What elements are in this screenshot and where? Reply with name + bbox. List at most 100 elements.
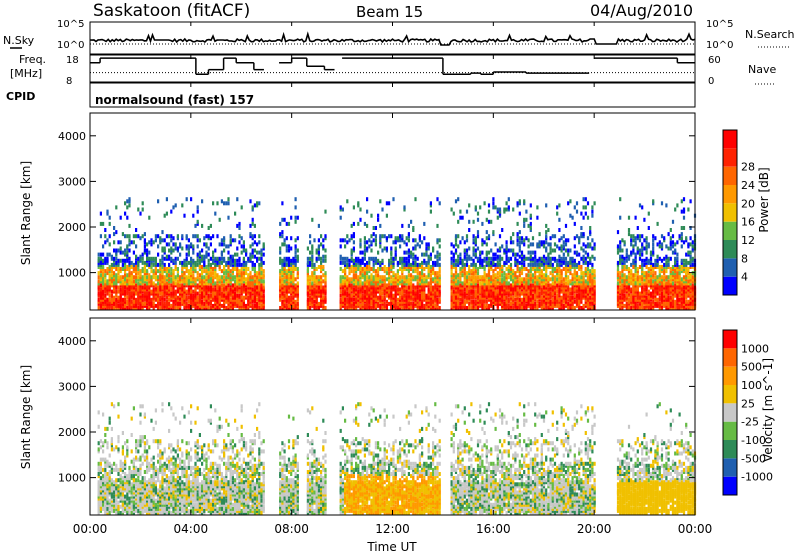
range-cell (366, 240, 368, 244)
range-cell (459, 240, 461, 244)
range-cell (554, 286, 556, 290)
range-cell (412, 290, 414, 294)
range-cell (375, 242, 377, 246)
range-cell (166, 296, 168, 300)
range-cell (392, 197, 394, 201)
range-cell (225, 244, 227, 248)
range-cell (379, 199, 381, 203)
range-cell (468, 247, 470, 251)
range-cell (208, 259, 210, 263)
range-cell (258, 240, 260, 244)
range-cell (462, 236, 464, 240)
range-cell (109, 222, 111, 226)
range-cell (639, 249, 641, 253)
range-cell (379, 261, 381, 265)
range-cell (624, 261, 626, 265)
range-cell (197, 263, 199, 267)
range-cell (580, 306, 582, 310)
range-cell (477, 234, 479, 238)
range-cell (545, 261, 547, 265)
range-cell (624, 240, 626, 244)
range-cell (290, 267, 292, 271)
range-cell (379, 304, 381, 308)
range-cell (309, 275, 311, 279)
range-cell (109, 273, 111, 277)
range-cell (260, 257, 262, 261)
range-cell (153, 288, 155, 292)
range-cell (98, 253, 100, 257)
range-cell (197, 259, 199, 263)
range-cell (397, 298, 399, 302)
range-cell (464, 240, 466, 244)
range-cell (517, 222, 519, 226)
range-cell (619, 275, 621, 279)
range-cell (194, 224, 196, 228)
range-cell (414, 255, 416, 259)
range-cell (517, 259, 519, 263)
range-cell (340, 298, 342, 302)
range-cell (256, 302, 258, 306)
range-cell (232, 255, 234, 259)
range-cell (146, 292, 148, 296)
nsky-line (90, 34, 695, 45)
range-cell (585, 197, 587, 201)
range-cell (153, 281, 155, 285)
range-cell (589, 296, 591, 300)
range-cell (517, 265, 519, 269)
range-cell (417, 242, 419, 246)
range-cell (172, 249, 174, 253)
range-cell (635, 216, 637, 220)
range-cell (146, 242, 148, 246)
range-cell (175, 275, 177, 279)
range-cell (232, 275, 234, 279)
range-cell (279, 222, 281, 226)
range-cell (506, 208, 508, 212)
range-cell (311, 255, 313, 259)
range-cell (436, 255, 438, 259)
range-cell (386, 236, 388, 240)
range-cell (256, 257, 258, 261)
noise-series (90, 34, 695, 45)
range-cell (133, 275, 135, 279)
range-cell (628, 306, 630, 310)
range-cell (238, 300, 240, 304)
range-cell (525, 236, 527, 240)
range-cell (519, 255, 521, 259)
range-cell (353, 247, 355, 251)
range-cell (475, 236, 477, 240)
range-cell (124, 253, 126, 257)
range-cell (357, 201, 359, 205)
range-cell (188, 288, 190, 292)
range-cell (406, 251, 408, 255)
range-cell (168, 286, 170, 290)
range-cell (197, 220, 199, 224)
range-cell (556, 277, 558, 281)
range-cell (100, 288, 102, 292)
range-cell (530, 251, 532, 255)
range-cell (197, 210, 199, 214)
range-cell (117, 290, 119, 294)
range-cell (567, 253, 569, 257)
range-cell (241, 244, 243, 248)
range-cell (499, 263, 501, 267)
range-cell (408, 273, 410, 277)
range-cell (133, 234, 135, 238)
range-cell (379, 279, 381, 283)
range-cell (212, 304, 214, 308)
range-cell (254, 279, 256, 283)
range-cell (316, 267, 318, 271)
range-cell (199, 238, 201, 242)
range-cell (144, 283, 146, 287)
range-cell (436, 271, 438, 275)
range-cell (223, 242, 225, 246)
range-cell (128, 257, 130, 261)
range-cell (219, 265, 221, 269)
range-cell (495, 242, 497, 246)
range-cell (324, 210, 326, 214)
range-cell (455, 263, 457, 267)
range-cell (368, 257, 370, 261)
range-cell (313, 238, 315, 242)
range-cell (436, 275, 438, 279)
range-cell (419, 244, 421, 248)
range-cell (436, 238, 438, 242)
